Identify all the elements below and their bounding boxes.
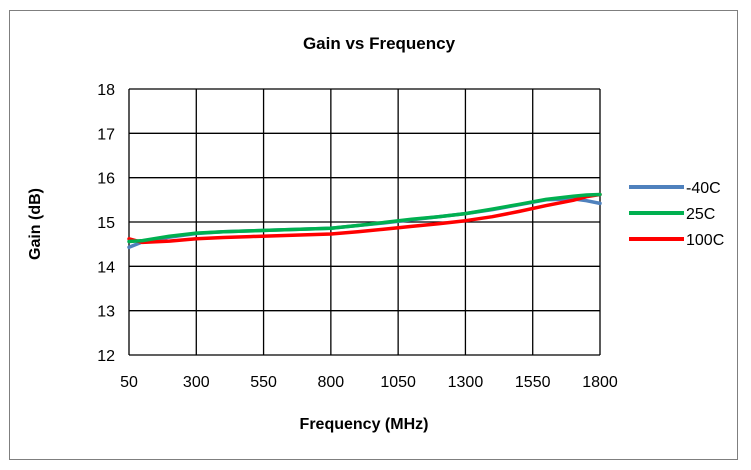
grid	[129, 89, 600, 355]
x-axis-title: Frequency (MHz)	[300, 416, 429, 433]
legend-label: 100C	[686, 232, 724, 249]
gain-vs-frequency-chart: Gain vs Frequency 50 300 550 800 1050 1300 155…	[10, 11, 737, 459]
x-tick-label: 1050	[380, 374, 416, 391]
y-tick-label: 12	[97, 348, 115, 365]
x-tick-label: 50	[120, 374, 138, 391]
x-tick-label: 300	[183, 374, 210, 391]
y-tick-label: 17	[97, 126, 115, 143]
chart-title: Gain vs Frequency	[303, 34, 456, 53]
y-axis-title: Gain (dB)	[27, 188, 44, 260]
x-tick-label: 1800	[582, 374, 618, 391]
x-tick-label: 1300	[448, 374, 484, 391]
legend-label: -40C	[686, 180, 721, 197]
series-line-25c	[129, 195, 600, 242]
legend: -40C 25C 100C	[629, 180, 724, 249]
x-tick-label: 550	[250, 374, 277, 391]
y-tick-label: 18	[97, 82, 115, 99]
x-tick-label: 1550	[515, 374, 551, 391]
x-tick-labels: 50 300 550 800 1050 1300 1550 1800	[120, 374, 618, 391]
y-tick-label: 13	[97, 304, 115, 321]
x-tick-label: 800	[318, 374, 345, 391]
y-tick-label: 15	[97, 215, 115, 232]
series-lines	[129, 195, 600, 248]
y-tick-label: 16	[97, 171, 115, 188]
legend-label: 25C	[686, 206, 715, 223]
y-tick-label: 14	[97, 259, 115, 276]
chart-frame: Gain vs Frequency 50 300 550 800 1050 1300 155…	[9, 10, 738, 460]
y-tick-labels: 12 13 14 15 16 17 18	[97, 82, 115, 365]
